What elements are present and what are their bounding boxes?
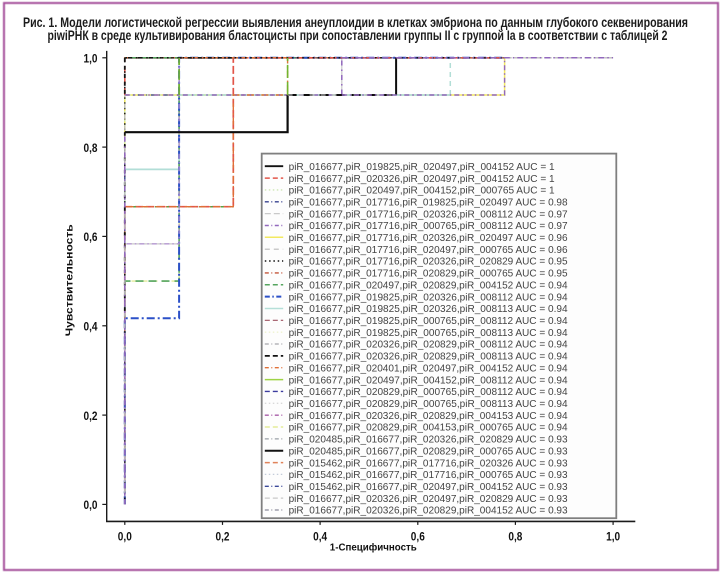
svg-text:piR_016677,piR_017716,piR_0203: piR_016677,piR_017716,piR_020326,piR_020…	[289, 257, 568, 268]
svg-text:piwiРНК в среде культивировани: piwiРНК в среде культивирования бластоци…	[48, 28, 668, 43]
svg-text:0,2: 0,2	[84, 411, 98, 423]
svg-text:piR_016677,piR_020326,piR_0208: piR_016677,piR_020326,piR_020829,piR_004…	[289, 411, 568, 422]
svg-text:piR_016677,piR_019825,piR_0204: piR_016677,piR_019825,piR_020497,piR_004…	[289, 162, 555, 173]
svg-text:piR_016677,piR_020326,piR_0204: piR_016677,piR_020326,piR_020497,piR_020…	[289, 494, 568, 505]
svg-text:piR_016677,piR_019825,piR_0007: piR_016677,piR_019825,piR_000765,piR_008…	[289, 316, 568, 327]
svg-text:piR_016677,piR_020497,piR_0208: piR_016677,piR_020497,piR_020829,piR_004…	[289, 281, 568, 292]
svg-text:piR_016677,piR_020326,piR_0208: piR_016677,piR_020326,piR_020829,piR_008…	[289, 352, 568, 363]
svg-text:piR_016677,piR_020497,piR_0041: piR_016677,piR_020497,piR_004152,piR_000…	[289, 186, 555, 197]
svg-text:1-Специфичность: 1-Специфичность	[330, 542, 417, 553]
svg-text:piR_016677,piR_020829,piR_0007: piR_016677,piR_020829,piR_000765,piR_008…	[289, 387, 568, 398]
svg-text:piR_015462,piR_016677,piR_0204: piR_015462,piR_016677,piR_020497,piR_004…	[289, 482, 568, 493]
svg-text:0,2: 0,2	[216, 531, 230, 543]
svg-text:0,6: 0,6	[84, 232, 98, 244]
svg-text:piR_020485,piR_016677,piR_0203: piR_020485,piR_016677,piR_020326,piR_020…	[289, 435, 568, 446]
svg-text:piR_016677,piR_020326,piR_0204: piR_016677,piR_020326,piR_020497,piR_004…	[289, 174, 555, 185]
svg-text:Рис. 1. Модели логистической р: Рис. 1. Модели логистической регрессии в…	[23, 15, 688, 30]
svg-text:1,0: 1,0	[84, 54, 98, 66]
svg-text:piR_016677,piR_019825,piR_0203: piR_016677,piR_019825,piR_020326,piR_008…	[289, 304, 568, 315]
svg-text:1,0: 1,0	[606, 531, 620, 543]
svg-text:piR_016677,piR_017716,piR_0007: piR_016677,piR_017716,piR_000765,piR_008…	[289, 221, 568, 232]
svg-text:piR_016677,piR_017716,piR_0203: piR_016677,piR_017716,piR_020326,piR_008…	[289, 209, 568, 220]
svg-text:Чувствительность: Чувствительность	[65, 224, 76, 336]
svg-text:piR_016677,piR_017716,piR_0204: piR_016677,piR_017716,piR_020497,piR_000…	[289, 245, 568, 256]
svg-text:0,0: 0,0	[84, 500, 98, 512]
svg-text:0,4: 0,4	[84, 322, 99, 334]
svg-text:0,8: 0,8	[84, 143, 99, 155]
svg-text:piR_016677,piR_020326,piR_0208: piR_016677,piR_020326,piR_020829,piR_008…	[289, 340, 568, 351]
svg-text:piR_015462,piR_016677,piR_0177: piR_015462,piR_016677,piR_017716,piR_020…	[289, 458, 568, 469]
svg-text:0,6: 0,6	[411, 531, 425, 543]
svg-text:0,0: 0,0	[118, 531, 132, 543]
svg-text:piR_016677,piR_020829,piR_0041: piR_016677,piR_020829,piR_004153,piR_000…	[289, 423, 568, 434]
svg-text:piR_015462,piR_016677,piR_0177: piR_015462,piR_016677,piR_017716,piR_000…	[289, 470, 568, 481]
svg-text:piR_016677,piR_019825,piR_0007: piR_016677,piR_019825,piR_000765,piR_008…	[289, 328, 568, 339]
svg-text:piR_016677,piR_020401,piR_0204: piR_016677,piR_020401,piR_020497,piR_004…	[289, 363, 568, 374]
svg-text:piR_016677,piR_019825,piR_0203: piR_016677,piR_019825,piR_020326,piR_008…	[289, 292, 568, 303]
svg-text:piR_016677,piR_017716,piR_0208: piR_016677,piR_017716,piR_020829,piR_000…	[289, 269, 568, 280]
svg-text:piR_016677,piR_017716,piR_0203: piR_016677,piR_017716,piR_020326,piR_020…	[289, 233, 568, 244]
svg-text:piR_020485,piR_016677,piR_0208: piR_020485,piR_016677,piR_020829,piR_000…	[289, 446, 568, 457]
svg-text:piR_016677,piR_020829,piR_0007: piR_016677,piR_020829,piR_000765,piR_008…	[289, 399, 568, 410]
svg-text:0,4: 0,4	[313, 531, 328, 543]
svg-text:piR_016677,piR_020326,piR_0208: piR_016677,piR_020326,piR_020829,piR_004…	[289, 506, 568, 517]
svg-text:0,8: 0,8	[508, 531, 523, 543]
svg-text:piR_016677,piR_020497,piR_0041: piR_016677,piR_020497,piR_004152,piR_008…	[289, 375, 568, 386]
svg-text:piR_016677,piR_017716,piR_0198: piR_016677,piR_017716,piR_019825,piR_020…	[289, 198, 568, 209]
